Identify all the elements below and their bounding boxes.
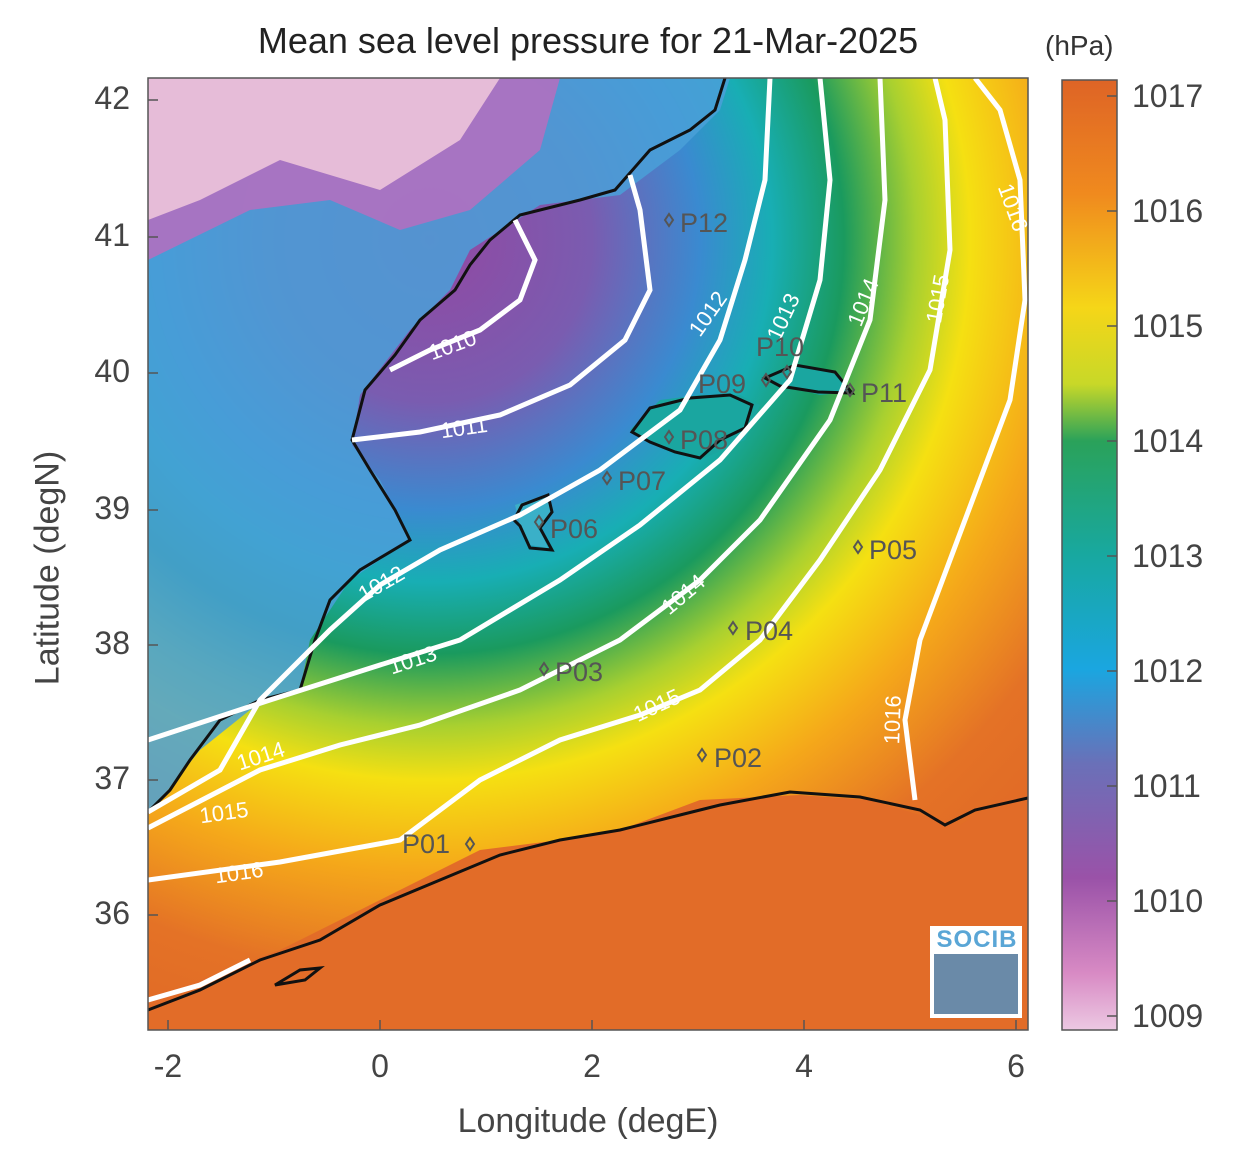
station-label: P05 [869, 535, 917, 565]
station-label: P07 [618, 466, 666, 496]
station-label: P11 [861, 378, 907, 408]
station-label: P03 [555, 657, 603, 687]
station-label: P10 [756, 332, 804, 362]
y-tick-label: 39 [94, 490, 130, 526]
station-marker [844, 382, 856, 398]
station-p01: P01 [402, 829, 476, 859]
logo-image [934, 954, 1018, 1014]
station-marker [663, 429, 675, 445]
stations: P01 P02 P03 P04 P05 P06 P07 P08 P09 P10 … [402, 208, 917, 859]
station-marker [781, 364, 793, 380]
colorbar-tick-label: 1012 [1132, 653, 1204, 689]
colorbar-tick-label: 1009 [1132, 998, 1204, 1034]
station-marker [533, 514, 545, 530]
station-p07: P07 [601, 466, 666, 496]
station-marker [852, 539, 864, 555]
station-marker [727, 620, 739, 636]
isobar-label: 1016 [879, 695, 906, 745]
chart-title: Mean sea level pressure for 21-Mar-2025 [257, 20, 919, 61]
colorbar-tick-label: 1011 [1132, 768, 1201, 804]
colorbar-unit: (hPa) [1045, 30, 1114, 61]
station-p04: P04 [727, 616, 793, 646]
colorbar [1061, 79, 1118, 1031]
station-label: P01 [402, 829, 450, 859]
y-tick-label: 40 [94, 353, 130, 389]
station-label: P12 [680, 208, 728, 238]
colorbar-tick-label: 1016 [1132, 193, 1204, 229]
station-marker [696, 747, 708, 763]
x-tick-label: 0 [371, 1048, 389, 1084]
x-tick-label: -2 [153, 1048, 183, 1084]
station-p03: P03 [538, 657, 603, 687]
x-tick-label: 6 [1007, 1048, 1025, 1084]
y-tick-label: 37 [94, 760, 130, 796]
station-marker [760, 372, 772, 388]
station-label: P08 [680, 425, 728, 455]
station-marker [464, 836, 476, 852]
station-p10: P10 [756, 332, 804, 380]
colorbar-tick-label: 1014 [1132, 423, 1204, 459]
station-p05: P05 [852, 535, 917, 565]
station-p02: P02 [696, 743, 762, 773]
station-p12: P12 [663, 208, 728, 238]
colorbar-ticks [1107, 95, 1117, 1017]
x-tick-label: 2 [583, 1048, 601, 1084]
station-label: P09 [698, 369, 746, 399]
colorbar-tick-label: 1010 [1132, 883, 1204, 919]
axis-ticks [148, 99, 1017, 1030]
station-label: P04 [745, 616, 793, 646]
colorbar-tick-label: 1013 [1132, 538, 1204, 574]
station-p09: P09 [698, 369, 772, 399]
y-tick-label: 38 [94, 625, 130, 661]
station-marker [538, 661, 550, 677]
colorbar-tick-label: 1015 [1132, 308, 1204, 344]
x-tick-label: 4 [795, 1048, 813, 1084]
station-p08: P08 [663, 425, 728, 455]
x-axis-label: Longitude (degE) [457, 1102, 719, 1140]
station-marker [601, 470, 613, 486]
colorbar-tick-label: 1017 [1132, 78, 1204, 114]
y-tick-label: 36 [94, 895, 130, 931]
station-label: P06 [550, 514, 598, 544]
station-p11: P11 [844, 378, 907, 408]
isobars [148, 78, 1028, 1003]
y-tick-label: 42 [94, 80, 130, 116]
socib-logo: SOCIB [936, 926, 1018, 953]
plot-frame [147, 77, 1029, 1031]
station-marker [663, 212, 675, 228]
station-label: P02 [714, 743, 762, 773]
station-p06: P06 [533, 514, 598, 544]
y-tick-label: 41 [94, 217, 130, 253]
